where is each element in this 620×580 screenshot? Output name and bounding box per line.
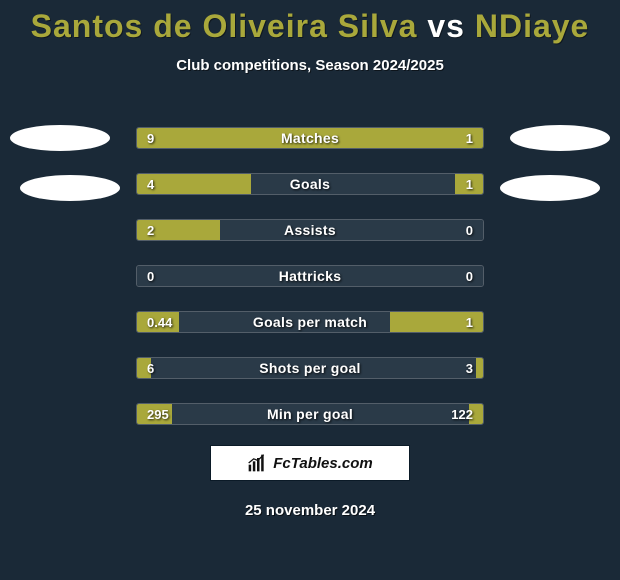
player1-name: Santos de Oliveira Silva xyxy=(31,8,418,44)
bar-row: 91Matches xyxy=(136,127,484,149)
team1-logo-bottom xyxy=(20,175,120,201)
bar-right-value: 0 xyxy=(466,266,473,286)
comparison-bars: 91Matches41Goals20Assists00Hattricks0.44… xyxy=(136,127,484,449)
team2-logo-bottom xyxy=(500,175,600,201)
bar-left-value: 4 xyxy=(147,174,154,194)
bar-left-value: 0 xyxy=(147,266,154,286)
bar-right-value: 1 xyxy=(466,128,473,148)
bar-row: 0.441Goals per match xyxy=(136,311,484,333)
bar-track xyxy=(137,404,483,424)
date-text: 25 november 2024 xyxy=(0,502,620,519)
bar-right-value: 0 xyxy=(466,220,473,240)
bar-right-value: 1 xyxy=(466,174,473,194)
bar-left-value: 295 xyxy=(147,404,169,424)
bar-row: 20Assists xyxy=(136,219,484,241)
chart-icon xyxy=(247,453,267,473)
team2-logo-top xyxy=(510,125,610,151)
bar-track xyxy=(137,266,483,286)
bar-right-value: 1 xyxy=(466,312,473,332)
bar-left-value: 6 xyxy=(147,358,154,378)
bar-row: 41Goals xyxy=(136,173,484,195)
bar-row: 00Hattricks xyxy=(136,265,484,287)
team1-logo-top xyxy=(10,125,110,151)
bar-row: 63Shots per goal xyxy=(136,357,484,379)
bar-left-value: 9 xyxy=(147,128,154,148)
vs-text: vs xyxy=(427,8,465,44)
bar-track xyxy=(137,358,483,378)
branding-box: FcTables.com xyxy=(210,445,410,481)
subtitle: Club competitions, Season 2024/2025 xyxy=(0,57,620,74)
page-title: Santos de Oliveira Silva vs NDiaye xyxy=(0,0,620,45)
bar-right-value: 122 xyxy=(451,404,473,424)
bar-row: 295122Min per goal xyxy=(136,403,484,425)
bar-right-value: 3 xyxy=(466,358,473,378)
player2-name: NDiaye xyxy=(475,8,590,44)
branding-text: FcTables.com xyxy=(273,455,372,472)
bar-left-fill xyxy=(137,128,400,148)
bar-left-value: 2 xyxy=(147,220,154,240)
bar-left-value: 0.44 xyxy=(147,312,172,332)
bar-right-fill xyxy=(476,358,483,378)
